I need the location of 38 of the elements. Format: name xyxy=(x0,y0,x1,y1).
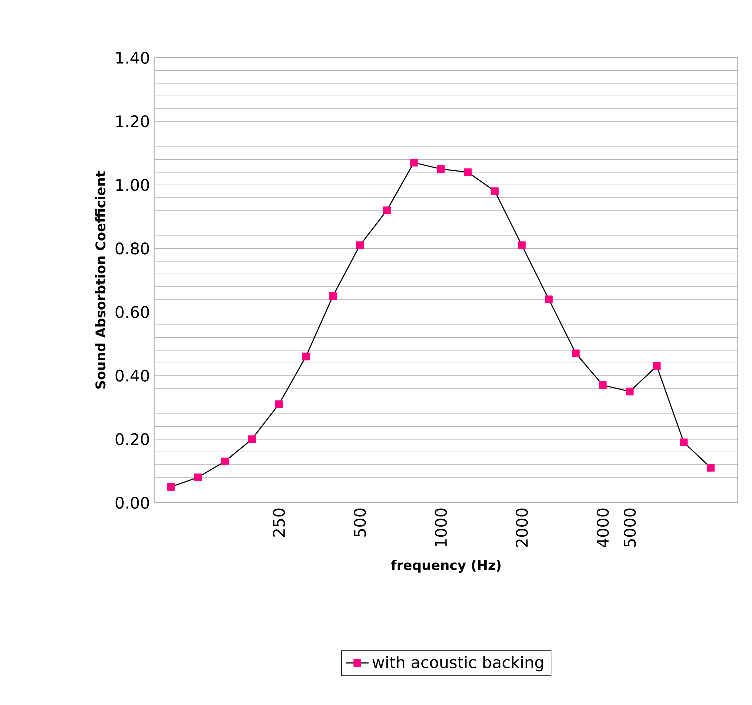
point xyxy=(518,242,526,250)
point xyxy=(410,159,418,167)
point xyxy=(545,296,553,304)
y-tick-label: 0.60 xyxy=(116,306,150,318)
point xyxy=(491,188,499,196)
point xyxy=(302,352,310,361)
point xyxy=(572,350,580,358)
point xyxy=(437,165,445,174)
point xyxy=(653,362,661,370)
x-tick-label: 500 xyxy=(354,508,366,537)
point xyxy=(383,206,391,214)
y-tick-label: 1.00 xyxy=(116,179,150,192)
x-tick-label: 250 xyxy=(273,508,286,537)
y-tick-label: 0.00 xyxy=(116,496,150,510)
point xyxy=(626,388,634,396)
y-axis-title: Sound Absorbtion Coefficient xyxy=(95,171,106,389)
x-tick-label: 1000 xyxy=(435,508,448,547)
point xyxy=(167,483,176,491)
x-tick-label: 4000 xyxy=(597,508,610,548)
legend-label: with acoustic backing xyxy=(372,656,544,672)
point xyxy=(464,168,472,176)
point xyxy=(194,474,202,482)
y-tick-label: 0.80 xyxy=(116,242,150,255)
point xyxy=(707,464,715,472)
point xyxy=(275,400,284,408)
point xyxy=(329,292,337,300)
point xyxy=(356,242,364,250)
x-tick-label: 2000 xyxy=(516,508,528,548)
y-tick-label: 0.40 xyxy=(116,370,150,382)
x-tick-label: 5000 xyxy=(624,508,636,548)
point xyxy=(248,436,256,444)
y-tick-label: 1.20 xyxy=(116,116,150,128)
y-tick-label: 0.20 xyxy=(116,433,150,446)
x-axis-title: frequency (Hz) xyxy=(391,560,501,574)
point xyxy=(221,458,230,466)
point xyxy=(680,438,688,446)
point xyxy=(599,382,607,390)
y-tick-label: 1.40 xyxy=(116,52,150,64)
